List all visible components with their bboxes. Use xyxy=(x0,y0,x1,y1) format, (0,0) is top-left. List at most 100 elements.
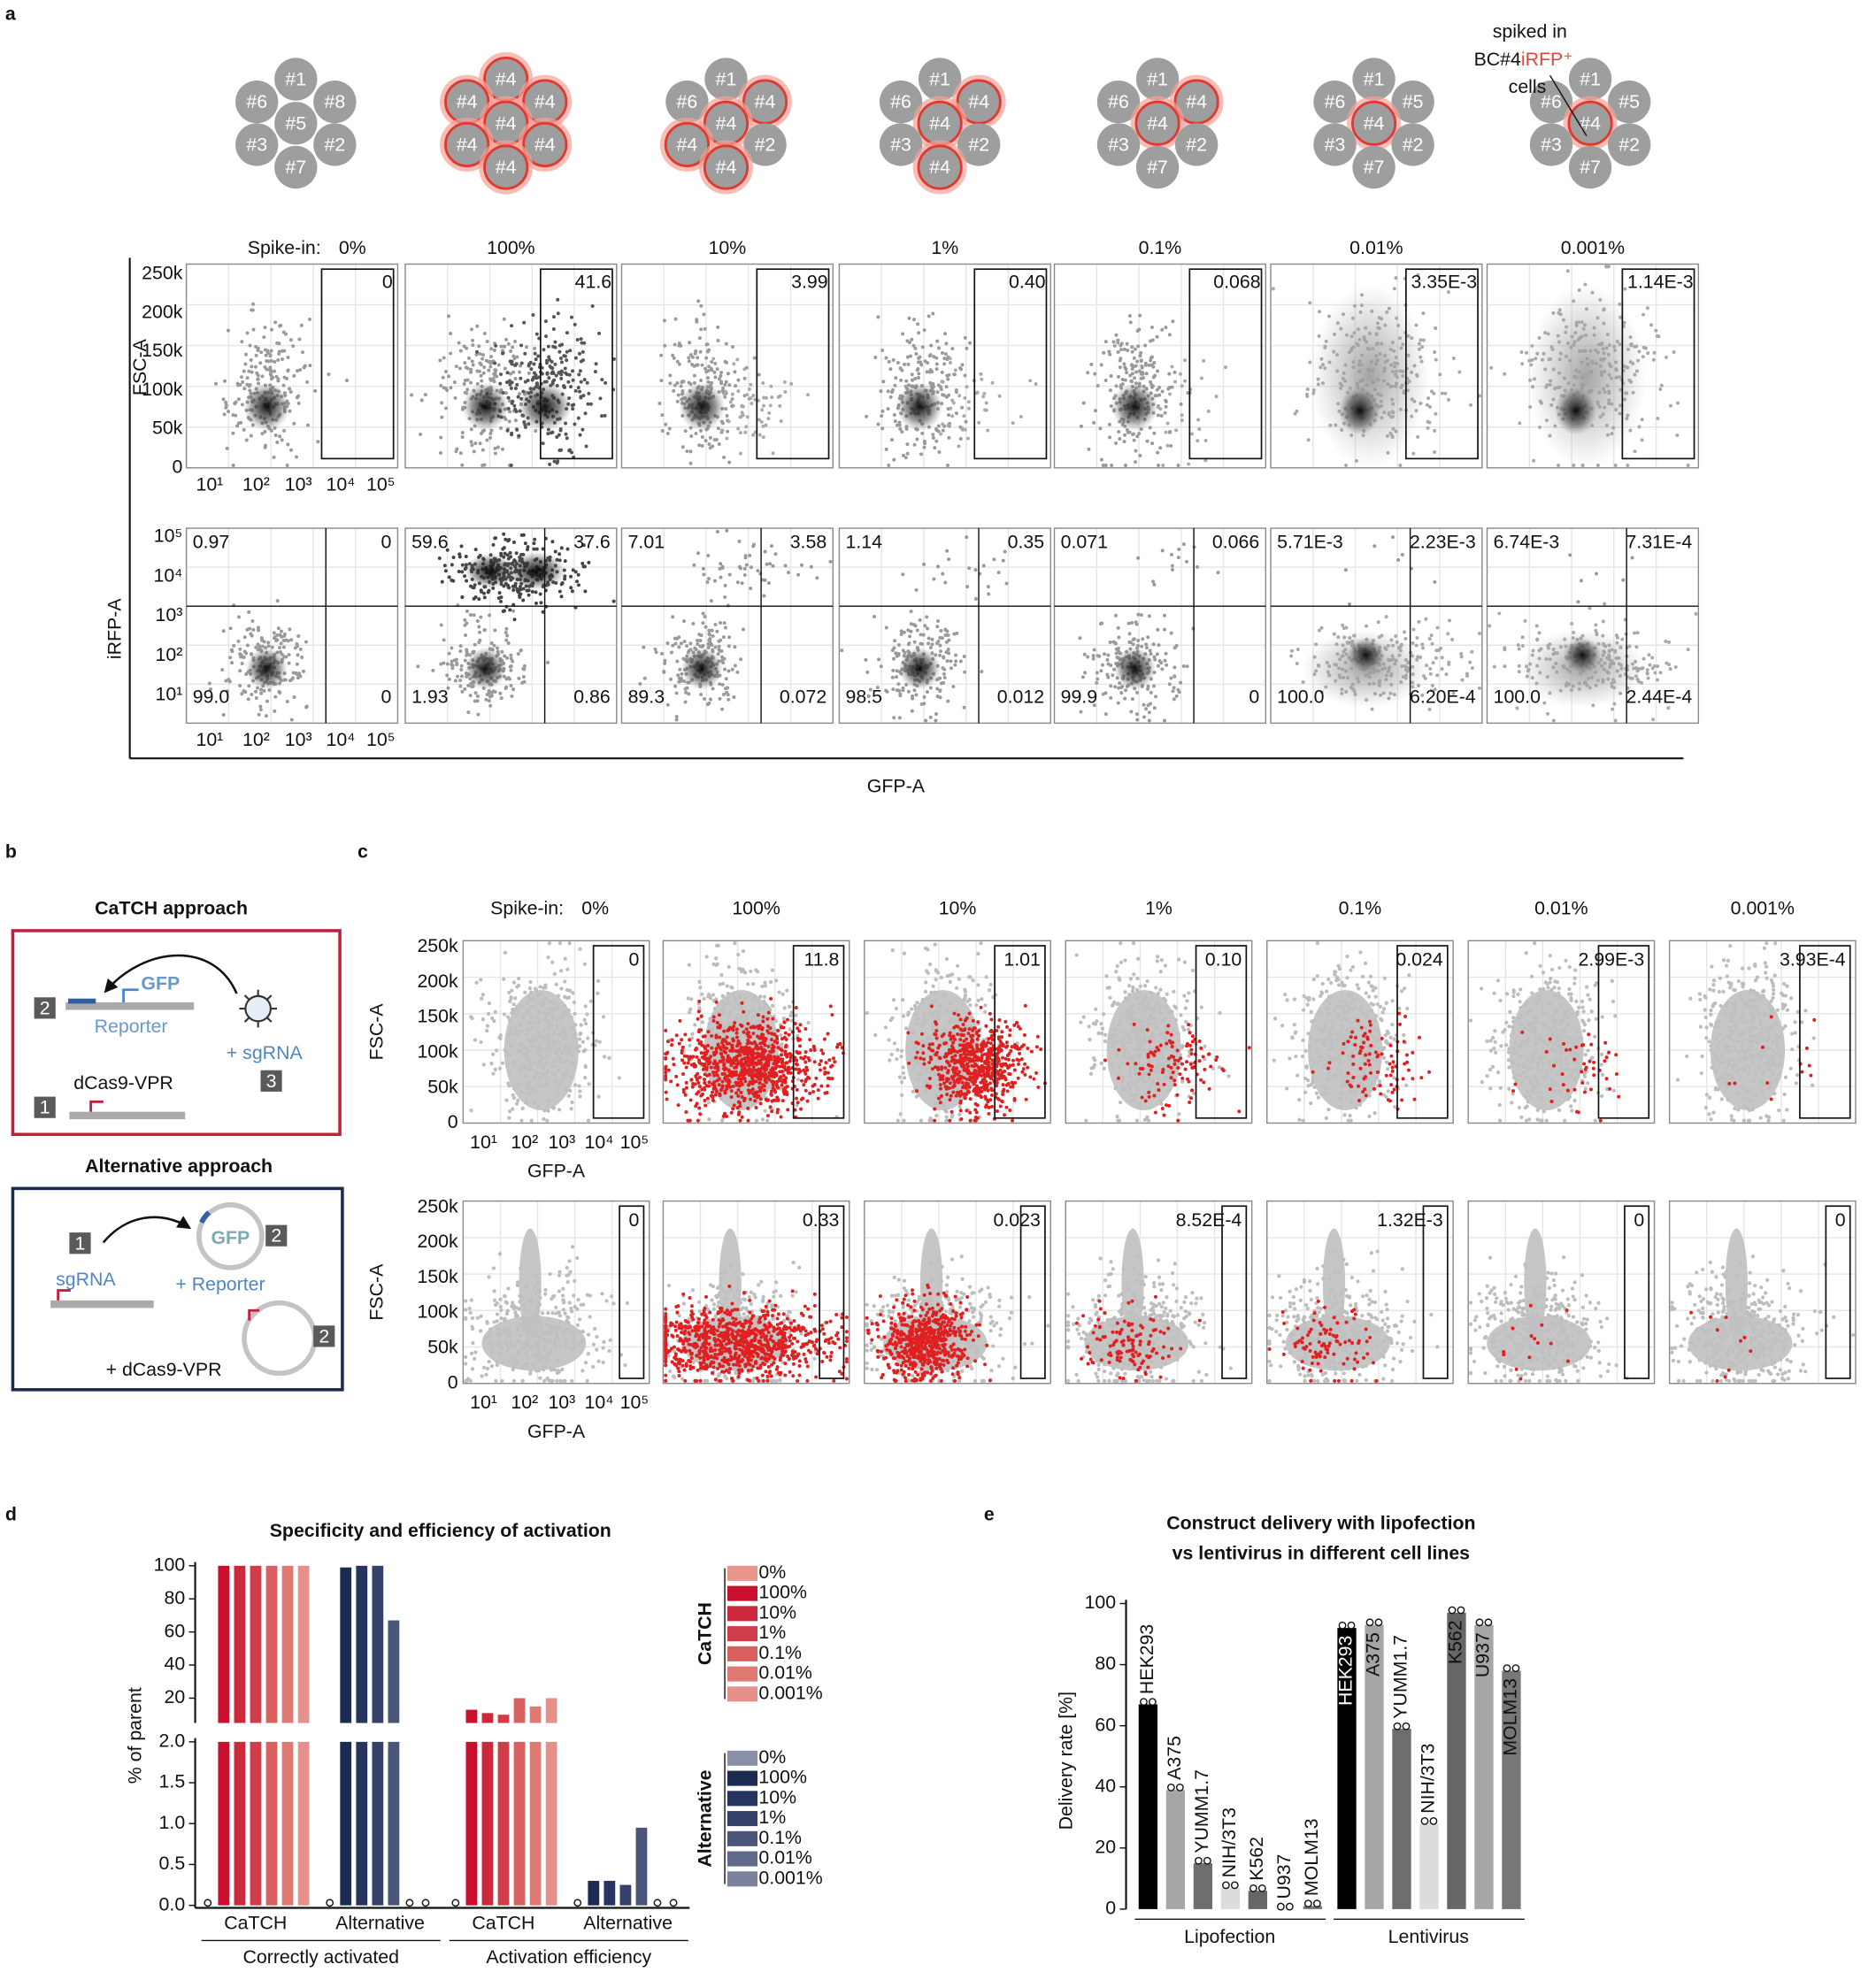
event-dot xyxy=(504,1098,509,1102)
event-dot xyxy=(908,634,912,639)
well-label: #4 xyxy=(534,91,556,112)
event-dot xyxy=(1398,463,1403,467)
density-core xyxy=(1526,284,1646,468)
event-dot xyxy=(534,372,538,377)
event-dot xyxy=(1099,457,1103,462)
y-axis-label: iRFP-A xyxy=(104,598,126,659)
event-dot xyxy=(488,432,493,436)
event-dot xyxy=(504,337,508,341)
event-dot xyxy=(562,385,566,389)
event-dot xyxy=(754,1118,759,1123)
event-dot xyxy=(1301,680,1305,685)
event-dot xyxy=(579,1023,583,1027)
event-dot xyxy=(496,646,500,650)
event-dot xyxy=(698,639,703,642)
event-dot xyxy=(257,628,261,633)
event-dot xyxy=(1438,372,1442,377)
event-dot xyxy=(1133,347,1137,351)
event-dot xyxy=(576,416,580,420)
event-dot xyxy=(696,299,701,303)
well xyxy=(1352,145,1395,189)
event-dot xyxy=(919,452,924,457)
event-dot xyxy=(1523,618,1527,623)
event-dot xyxy=(499,696,504,701)
event-dot xyxy=(269,358,273,363)
event-dot xyxy=(440,415,444,419)
event-dot xyxy=(510,362,514,366)
event-dot xyxy=(681,619,686,624)
event-dot xyxy=(1163,627,1167,632)
event-dot xyxy=(1159,413,1164,418)
event-dot xyxy=(575,337,580,341)
event-dot xyxy=(538,985,542,989)
event-dot xyxy=(674,691,679,695)
event-dot xyxy=(703,696,707,701)
event-dot xyxy=(1424,617,1428,621)
event-dot xyxy=(1426,419,1430,424)
event-dot xyxy=(460,431,465,435)
event-dot xyxy=(569,574,573,579)
event-dot xyxy=(450,646,454,650)
event-dot xyxy=(292,694,296,699)
event-dot xyxy=(1190,432,1195,436)
event-dot xyxy=(930,642,934,647)
event-dot xyxy=(714,956,719,961)
event-dot xyxy=(564,432,568,436)
event-dot xyxy=(1640,438,1644,442)
event-dot xyxy=(602,1055,607,1059)
well xyxy=(1096,80,1141,124)
event-dot xyxy=(1160,389,1165,394)
event-dot xyxy=(782,380,787,384)
event-dot xyxy=(551,327,556,332)
event-dot xyxy=(487,1001,492,1006)
event-dot xyxy=(960,405,965,410)
event-dot xyxy=(706,1101,711,1105)
well xyxy=(235,80,279,124)
event-dot xyxy=(1447,397,1450,402)
event-dot xyxy=(573,422,577,426)
event-dot xyxy=(702,996,706,1001)
event-dot xyxy=(672,388,676,393)
event-dot xyxy=(1117,374,1120,379)
event-dot xyxy=(580,349,585,354)
event-dot xyxy=(938,653,942,657)
event-dot xyxy=(295,395,299,400)
event-dot xyxy=(316,440,320,444)
event-dot xyxy=(1099,363,1103,367)
event-dot xyxy=(438,451,442,456)
event-dot xyxy=(473,691,478,695)
event-dot xyxy=(1642,312,1646,317)
event-dot xyxy=(297,337,302,341)
event-dot xyxy=(227,410,231,414)
event-dot xyxy=(1083,671,1088,675)
density-core xyxy=(898,647,942,690)
event-dot xyxy=(943,580,948,585)
event-dot xyxy=(460,563,465,567)
event-dot xyxy=(556,311,560,316)
event-dot xyxy=(571,369,575,373)
event-dot xyxy=(492,348,496,352)
well xyxy=(1391,123,1434,166)
event-dot xyxy=(733,941,737,946)
event-dot xyxy=(248,343,252,348)
event-dot xyxy=(1532,458,1536,463)
event-dot xyxy=(673,684,678,688)
event-dot xyxy=(1537,631,1542,635)
x-tick-label: 10⁴ xyxy=(327,729,356,750)
event-dot xyxy=(534,601,538,605)
annotation: spiked in xyxy=(1493,21,1567,42)
event-dot xyxy=(1130,620,1134,625)
event-dot xyxy=(723,595,727,599)
event-dot xyxy=(700,435,704,439)
event-dot xyxy=(550,960,555,964)
event-dot xyxy=(600,378,604,382)
event-dot xyxy=(659,651,664,656)
event-dot xyxy=(516,983,521,988)
event-dot xyxy=(281,645,286,649)
event-dot xyxy=(740,403,744,408)
gate-value: 1.14E-3 xyxy=(1627,271,1694,292)
event-dot xyxy=(1164,326,1168,330)
event-dot xyxy=(668,381,673,386)
event-dot xyxy=(1138,454,1142,458)
event-dot xyxy=(934,439,939,443)
